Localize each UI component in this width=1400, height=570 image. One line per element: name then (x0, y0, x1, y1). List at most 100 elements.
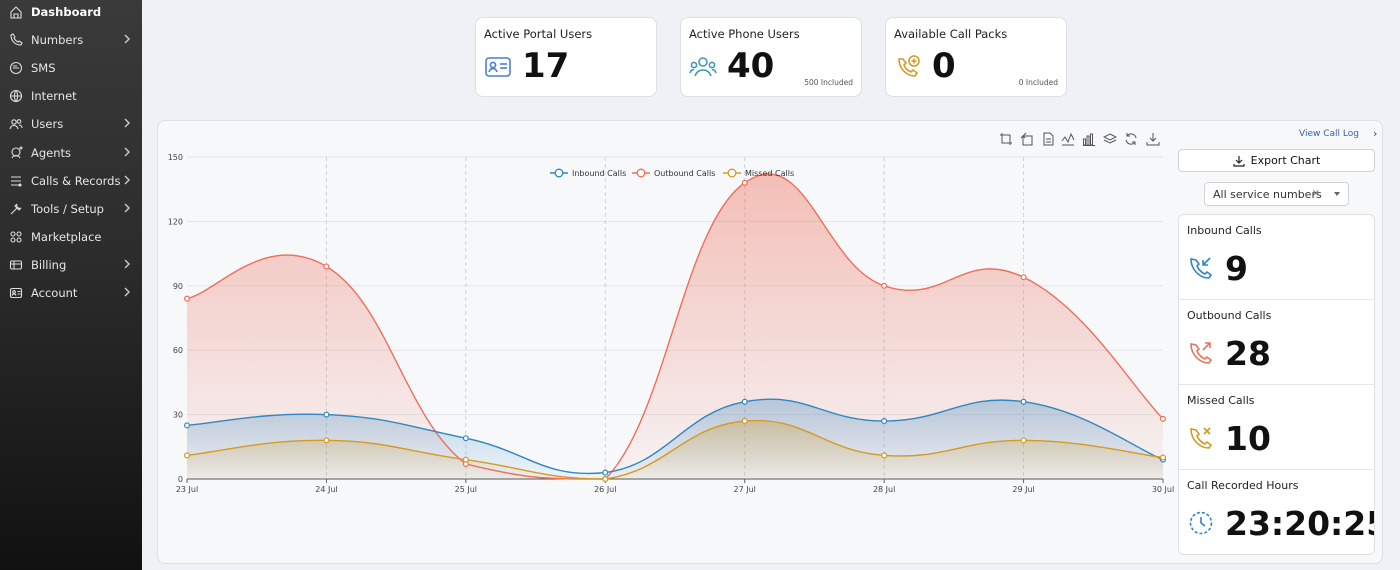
users-icon (9, 117, 23, 131)
data-view-icon[interactable] (1041, 131, 1057, 147)
stat-inbound-calls: Inbound Calls 9 (1179, 215, 1374, 300)
sidebar-item-label: Internet (31, 89, 77, 104)
sidebar-item-billing[interactable]: Billing (0, 253, 142, 277)
sidebar-item-dashboard[interactable]: Dashboard (0, 0, 142, 24)
sidebar-item-agents[interactable]: Agents (0, 141, 142, 165)
y-tick-label: 60 (173, 346, 183, 355)
portal-user-icon (484, 53, 512, 81)
sidebar-item-calls-records[interactable]: Calls & Records (0, 169, 142, 193)
legend-item[interactable]: Missed Calls (723, 168, 794, 178)
view-call-log-label: View Call Log (1299, 128, 1359, 139)
download-icon[interactable] (1146, 131, 1162, 147)
sidebar-item-account[interactable]: Account (0, 281, 142, 305)
data-point[interactable] (1020, 437, 1027, 444)
data-point[interactable] (741, 398, 748, 405)
x-tick-label: 27 Jul (734, 485, 756, 494)
data-point[interactable] (1020, 398, 1027, 405)
card-icon (9, 258, 23, 272)
service-numbers-value: All service numbers (1213, 187, 1322, 201)
stat-label: Call Recorded Hours (1187, 479, 1299, 492)
data-point[interactable] (323, 437, 330, 444)
globe-icon (9, 89, 23, 103)
grid-icon (9, 230, 23, 244)
card-title: Active Phone Users (689, 27, 800, 41)
data-point[interactable] (1159, 454, 1166, 461)
card-active-portal-users: Active Portal Users 17 (475, 17, 657, 97)
restore-icon[interactable] (1124, 131, 1140, 147)
stat-value: 28 (1225, 334, 1271, 373)
data-point[interactable] (462, 456, 469, 463)
card-active-phone-users: Active Phone Users 40 500 Included (680, 17, 862, 97)
data-point[interactable] (602, 469, 609, 476)
legend-item[interactable]: Outbound Calls (632, 168, 715, 178)
card-title: Active Portal Users (484, 27, 593, 41)
x-tick-label: 23 Jul (176, 485, 198, 494)
zoom-icon[interactable] (999, 131, 1015, 147)
y-tick-label: 90 (173, 282, 183, 291)
y-tick-label: 120 (168, 217, 183, 226)
outbound-call-icon (1188, 340, 1214, 366)
sidebar-item-marketplace[interactable]: Marketplace (0, 225, 142, 249)
phone-users-icon (689, 53, 717, 81)
card-value: 0 (932, 46, 956, 86)
bar-chart-icon[interactable] (1082, 131, 1098, 147)
data-point[interactable] (881, 452, 888, 459)
clear-icon[interactable]: × (1311, 188, 1320, 199)
sidebar-item-tools-setup[interactable]: Tools / Setup (0, 197, 142, 221)
stat-label: Missed Calls (1187, 394, 1255, 407)
y-tick-label: 30 (173, 411, 183, 420)
tools-icon (9, 202, 23, 216)
data-point[interactable] (881, 418, 888, 425)
stat-label: Inbound Calls (1187, 224, 1262, 237)
series-area-2 (187, 420, 1163, 479)
data-point[interactable] (881, 282, 888, 289)
stat-outbound-calls: Outbound Calls 28 (1179, 300, 1374, 385)
call-pack-icon (894, 53, 922, 81)
stat-value: 10 (1225, 419, 1271, 458)
data-point[interactable] (741, 418, 748, 425)
chevron-down-icon[interactable] (1334, 192, 1340, 196)
sidebar-item-label: Tools / Setup (31, 201, 104, 216)
sidebar-item-numbers[interactable]: Numbers (0, 28, 142, 52)
card-title: Available Call Packs (894, 27, 1008, 41)
series-line-1 (186, 173, 1164, 480)
stack-icon[interactable] (1102, 131, 1119, 147)
data-point[interactable] (323, 263, 330, 270)
sidebar-item-sms[interactable]: SMS (0, 56, 142, 80)
list-icon (9, 174, 23, 188)
data-point[interactable] (741, 179, 748, 186)
chevron-right-icon (121, 117, 133, 131)
export-chart-button[interactable]: Export Chart (1178, 149, 1375, 172)
sidebar-item-label: Agents (31, 145, 72, 160)
sidebar-item-label: Account (31, 286, 78, 300)
chevron-right-icon: › (1372, 127, 1378, 140)
data-point[interactable] (462, 435, 469, 442)
data-point[interactable] (184, 295, 191, 302)
chevron-right-icon (121, 146, 133, 160)
inbound-call-icon (1188, 255, 1214, 281)
svg-text:Missed Calls: Missed Calls (745, 169, 794, 178)
x-tick-label: 26 Jul (594, 485, 616, 494)
line-chart-icon[interactable] (1061, 131, 1077, 147)
chevron-right-icon (121, 174, 133, 188)
y-tick-label: 0 (178, 475, 183, 484)
sidebar-item-label: Marketplace (31, 229, 102, 244)
sidebar-item-internet[interactable]: Internet (0, 84, 142, 108)
x-tick-label: 28 Jul (873, 485, 895, 494)
data-point[interactable] (1020, 274, 1027, 281)
stat-value: 9 (1225, 249, 1248, 288)
chevron-right-icon (121, 202, 133, 216)
stat-value: 23:20:25 (1225, 504, 1375, 543)
data-point[interactable] (323, 411, 330, 418)
data-point[interactable] (602, 476, 609, 483)
data-point[interactable] (184, 452, 191, 459)
sidebar-item-users[interactable]: Users (0, 112, 142, 136)
sidebar-item-label: SMS (31, 61, 56, 76)
zoom-reset-icon[interactable] (1020, 131, 1036, 147)
x-tick-label: 29 Jul (1012, 485, 1034, 494)
view-call-log-link[interactable]: View Call Log › (1299, 127, 1377, 140)
data-point[interactable] (184, 422, 191, 429)
service-numbers-select[interactable]: All service numbers × (1204, 182, 1349, 206)
legend-item[interactable]: Inbound Calls (550, 168, 626, 178)
data-point[interactable] (1159, 415, 1166, 422)
